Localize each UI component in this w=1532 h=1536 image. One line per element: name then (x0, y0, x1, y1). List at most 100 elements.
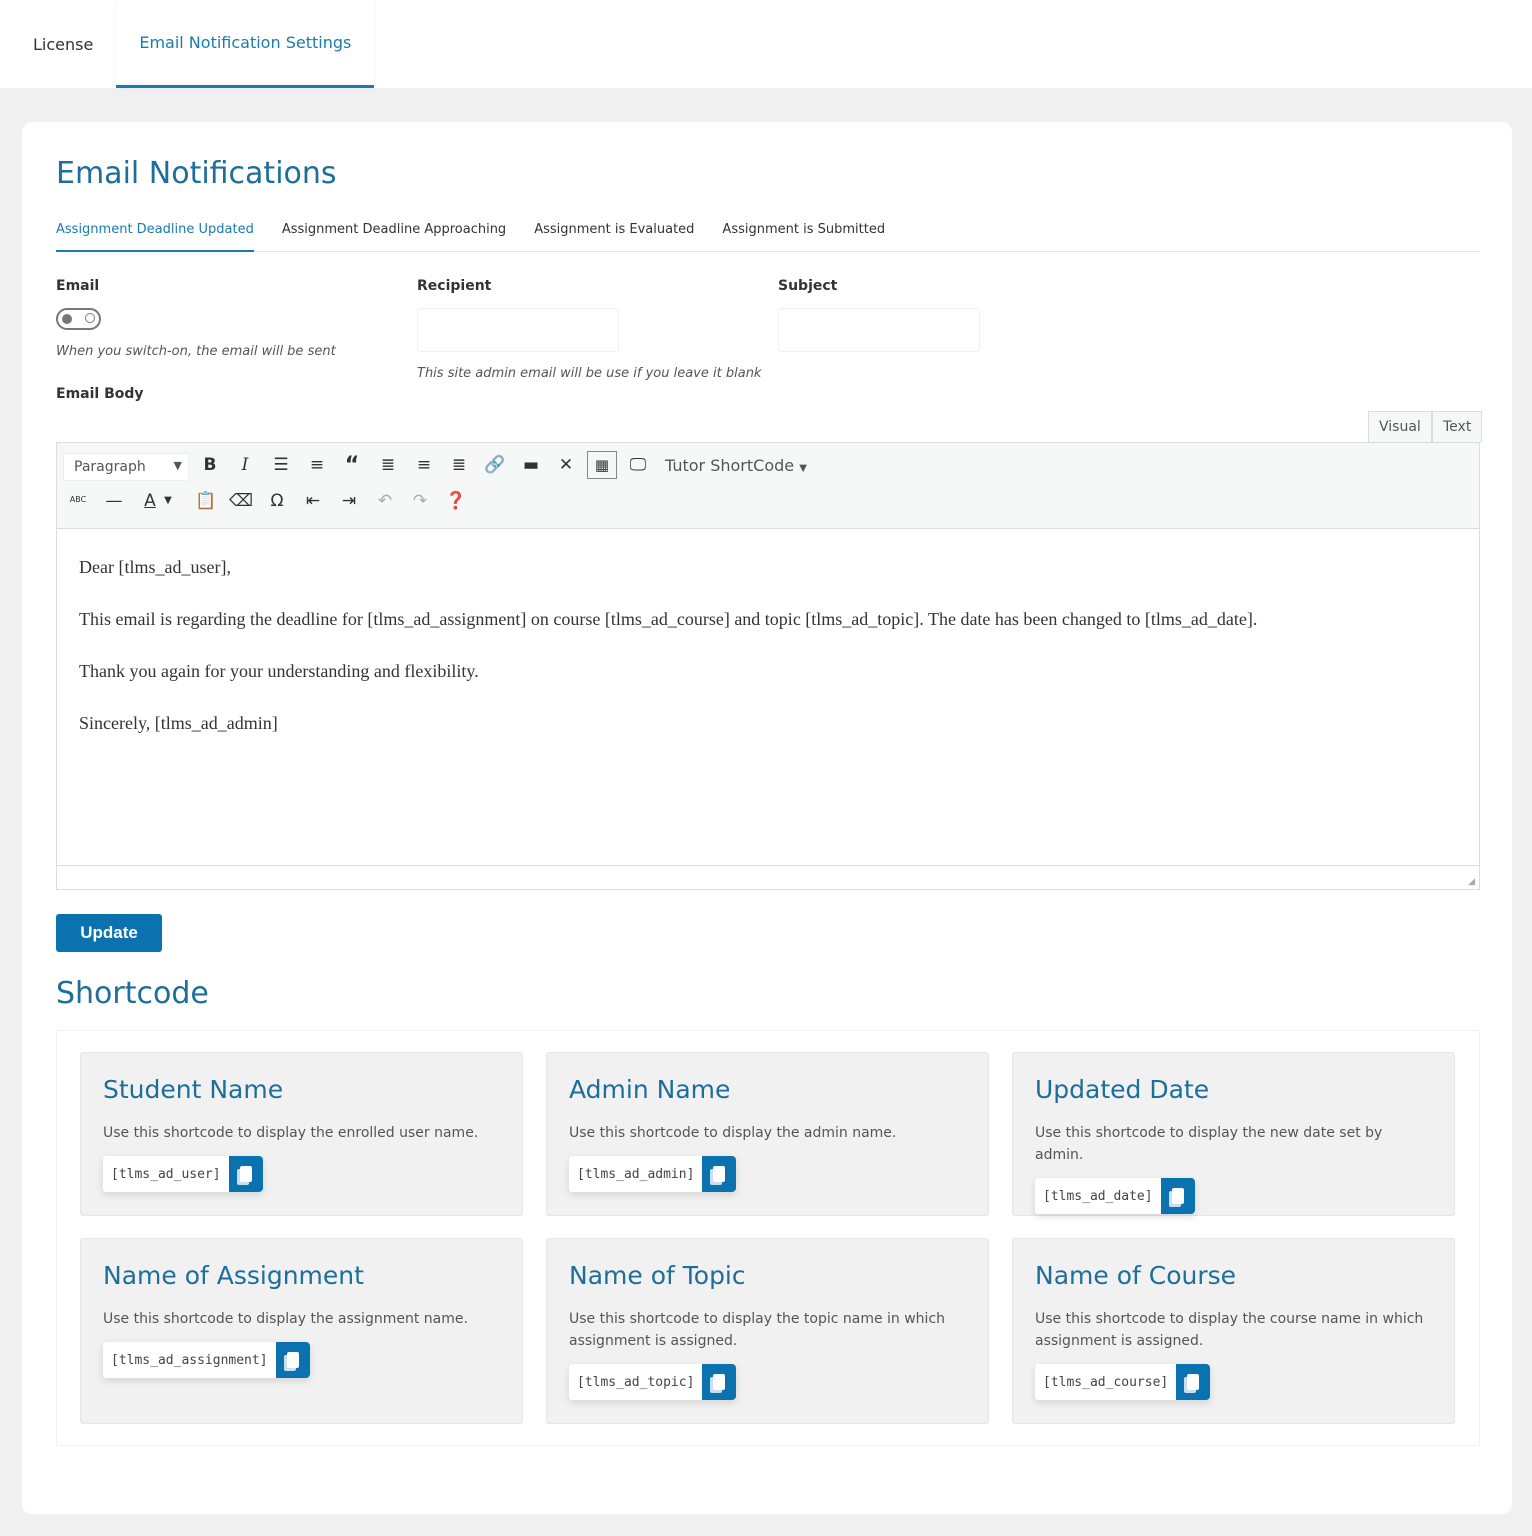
fullscreen-icon[interactable]: ✕ (558, 455, 574, 475)
text-tab[interactable]: Text (1432, 411, 1483, 443)
shortcode-chip: [tlms_ad_date] (1035, 1178, 1195, 1214)
shortcode-card-title: Admin Name (569, 1075, 731, 1104)
body-paragraph: This email is regarding the deadline for… (79, 609, 1258, 629)
link-icon[interactable]: 🔗 (484, 455, 506, 475)
preview-icon[interactable]: 🖵 (629, 455, 647, 475)
caret-down-icon[interactable]: ▼ (164, 495, 172, 506)
tab-evaluated[interactable]: Assignment is Evaluated (534, 222, 695, 237)
read-more-icon[interactable]: ▬ (522, 455, 540, 475)
shortcode-card-title: Name of Assignment (103, 1261, 364, 1290)
shortcode-card: Name of Assignment Use this shortcode to… (80, 1238, 523, 1424)
bullet-list-icon[interactable]: ☰ (273, 455, 289, 475)
settings-card: Email Notifications Assignment Deadline … (22, 122, 1512, 1514)
bold-icon[interactable]: B (203, 455, 217, 475)
shortcode-card-desc: Use this shortcode to display the topic … (569, 1311, 946, 1349)
copy-button[interactable] (1176, 1364, 1211, 1400)
visual-tab[interactable]: Visual (1368, 411, 1432, 443)
copy-button[interactable] (228, 1156, 263, 1192)
copy-icon (1187, 1374, 1200, 1390)
outdent-icon[interactable]: ⇤ (305, 491, 321, 511)
undo-icon[interactable]: ↶ (377, 491, 393, 511)
strikethrough-icon[interactable]: ABC (69, 495, 87, 504)
copy-icon (286, 1352, 299, 1368)
shortcode-card: Name of Topic Use this shortcode to disp… (546, 1238, 989, 1424)
shortcode-chip: [tlms_ad_user] (103, 1156, 263, 1192)
format-select-value: Paragraph (74, 459, 146, 475)
shortcode-card-title: Student Name (103, 1075, 284, 1104)
tab-submitted[interactable]: Assignment is Submitted (722, 222, 886, 237)
text-color-icon[interactable]: A (144, 491, 156, 511)
copy-icon (239, 1166, 252, 1182)
subject-input[interactable] (778, 308, 980, 352)
email-label: Email (56, 278, 100, 294)
special-character-icon[interactable]: Ω (270, 491, 284, 511)
shortcode-card-desc: Use this shortcode to display the enroll… (103, 1125, 479, 1141)
copy-button[interactable] (702, 1156, 737, 1192)
shortcode-text: [tlms_ad_assignment] (111, 1352, 268, 1368)
shortcode-card: Admin Name Use this shortcode to display… (546, 1052, 989, 1216)
help-icon[interactable]: ❓ (445, 491, 467, 511)
copy-button[interactable] (275, 1342, 310, 1378)
body-paragraph: Dear [tlms_ad_user], (79, 557, 231, 577)
copy-button[interactable] (1160, 1178, 1195, 1214)
email-body-editor: Paragraph ▼ B I ☰ ≡ “ ≣ ≡ ≣ 🔗 ▬ ✕ ▦ 🖵 Tut… (56, 442, 1480, 890)
format-select[interactable]: Paragraph ▼ (63, 453, 189, 481)
numbered-list-icon[interactable]: ≡ (309, 455, 325, 475)
shortcode-menu[interactable]: Tutor ShortCode ▼ (665, 456, 807, 475)
resize-handle-icon[interactable]: ◢ (1468, 877, 1475, 887)
tab-deadline-updated[interactable]: Assignment Deadline Updated (56, 220, 254, 252)
shortcode-card-desc: Use this shortcode to display the assign… (103, 1311, 468, 1327)
shortcode-card-desc: Use this shortcode to display the admin … (569, 1125, 897, 1141)
recipient-hint: This site admin email will be use if you… (417, 366, 762, 381)
shortcode-text: [tlms_ad_date] (1043, 1188, 1153, 1204)
subject-label: Subject (778, 278, 838, 294)
blockquote-icon[interactable]: “ (344, 453, 360, 478)
paste-text-icon[interactable]: 📋 (195, 491, 217, 511)
shortcode-chip: [tlms_ad_topic] (569, 1364, 737, 1400)
body-paragraph: Thank you again for your understanding a… (79, 661, 479, 681)
email-toggle[interactable] (56, 308, 101, 330)
editor-statusbar: ◢ (57, 865, 1479, 889)
toolbar-toggle-icon[interactable]: ▦ (587, 451, 617, 479)
chevron-down-icon: ▼ (173, 459, 182, 472)
copy-icon (713, 1374, 726, 1390)
shortcode-text: [tlms_ad_admin] (577, 1166, 695, 1182)
shortcode-card: Updated Date Use this shortcode to displ… (1012, 1052, 1455, 1216)
notification-tabs: Assignment Deadline Updated Assignment D… (56, 220, 1480, 252)
shortcode-chip: [tlms_ad_course] (1035, 1364, 1211, 1400)
shortcode-card-title: Updated Date (1035, 1075, 1210, 1104)
shortcode-title: Shortcode (56, 976, 209, 1011)
copy-icon (713, 1166, 726, 1182)
body-paragraph: Sincerely, [tlms_ad_admin] (79, 713, 278, 733)
align-center-icon[interactable]: ≡ (416, 455, 432, 475)
editor-content[interactable]: Dear [tlms_ad_user], This email is regar… (57, 529, 1479, 789)
tab-deadline-approaching[interactable]: Assignment Deadline Approaching (281, 222, 507, 237)
update-button[interactable]: Update (56, 914, 162, 952)
italic-icon[interactable]: I (241, 455, 249, 475)
redo-icon[interactable]: ↷ (412, 491, 428, 511)
shortcode-chip: [tlms_ad_admin] (569, 1156, 737, 1192)
shortcode-text: [tlms_ad_course] (1043, 1374, 1169, 1390)
shortcode-card-desc: Use this shortcode to display the course… (1035, 1311, 1424, 1349)
email-body-label: Email Body (56, 386, 144, 402)
tab-license[interactable]: License (33, 34, 94, 54)
caret-down-icon: ▼ (799, 463, 807, 474)
editor-toolbar: Paragraph ▼ B I ☰ ≡ “ ≣ ≡ ≣ 🔗 ▬ ✕ ▦ 🖵 Tut… (57, 443, 1479, 529)
shortcode-card-desc: Use this shortcode to display the new da… (1035, 1125, 1383, 1163)
shortcode-card: Student Name Use this shortcode to displ… (80, 1052, 523, 1216)
email-hint: When you switch-on, the email will be se… (56, 344, 336, 359)
horizontal-line-icon[interactable]: — (105, 491, 123, 511)
recipient-input[interactable] (417, 308, 619, 352)
clear-formatting-icon[interactable]: ⌫ (228, 491, 254, 511)
align-left-icon[interactable]: ≣ (380, 455, 396, 475)
tab-email-notification-settings[interactable]: Email Notification Settings (116, 0, 375, 88)
copy-button[interactable] (702, 1364, 737, 1400)
recipient-label: Recipient (417, 278, 492, 294)
shortcode-text: [tlms_ad_user] (111, 1166, 221, 1182)
shortcode-grid: Student Name Use this shortcode to displ… (56, 1030, 1480, 1446)
copy-icon (1171, 1188, 1184, 1204)
shortcode-card-title: Name of Topic (569, 1261, 746, 1290)
align-right-icon[interactable]: ≣ (451, 455, 467, 475)
shortcode-text: [tlms_ad_topic] (577, 1374, 695, 1390)
indent-icon[interactable]: ⇥ (341, 491, 357, 511)
